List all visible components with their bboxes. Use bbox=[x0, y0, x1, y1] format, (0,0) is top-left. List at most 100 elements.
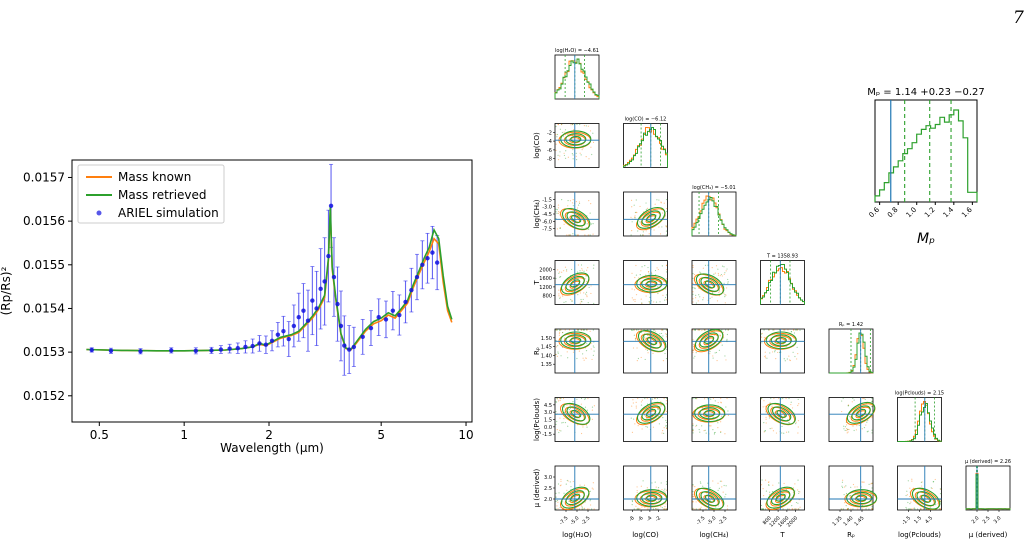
contour-mass-retrieved bbox=[570, 135, 582, 143]
sample-point bbox=[647, 352, 649, 354]
ariel-data-point bbox=[338, 323, 344, 329]
sample-point bbox=[791, 505, 793, 507]
corner-panel-frame bbox=[760, 397, 805, 442]
mass-x-tick-label: 1.0 bbox=[905, 206, 919, 220]
sample-point bbox=[721, 329, 723, 331]
sample-point bbox=[575, 200, 577, 203]
sample-point bbox=[709, 297, 711, 299]
sample-point bbox=[635, 199, 637, 201]
sample-point bbox=[654, 203, 656, 205]
sample-point bbox=[724, 433, 726, 435]
mass-x-tick-label: 1.4 bbox=[942, 205, 956, 219]
sample-point bbox=[692, 339, 694, 341]
sample-point bbox=[905, 506, 907, 509]
sample-point bbox=[571, 153, 573, 155]
sample-point bbox=[580, 329, 582, 331]
sample-point bbox=[559, 128, 561, 130]
sample-point bbox=[693, 349, 695, 351]
sample-point bbox=[555, 211, 557, 213]
sample-point bbox=[657, 268, 659, 271]
sample-point bbox=[555, 134, 557, 136]
sample-point bbox=[703, 430, 705, 432]
sample-point bbox=[557, 204, 560, 206]
ariel-data-point bbox=[314, 306, 319, 311]
sample-point bbox=[853, 399, 855, 401]
sample-point bbox=[641, 428, 643, 430]
sample-point bbox=[636, 490, 638, 492]
sample-point bbox=[563, 492, 565, 494]
sample-point bbox=[634, 338, 637, 340]
diagonal-title: log(CH₄) = −5.01 bbox=[692, 185, 735, 191]
sample-point bbox=[664, 299, 666, 301]
sample-point bbox=[558, 289, 560, 291]
sample-point bbox=[939, 508, 941, 510]
sample-point bbox=[631, 329, 633, 331]
sample-point bbox=[588, 200, 590, 202]
corner-contour-panel bbox=[623, 328, 668, 374]
sample-point bbox=[720, 431, 722, 433]
sample-point bbox=[723, 273, 725, 275]
corner-contour-panel: -7.5 -5.0 -2.5 log(CH₄) bbox=[691, 465, 737, 539]
sample-point bbox=[762, 487, 764, 490]
sample-point bbox=[725, 270, 727, 272]
sample-point bbox=[643, 336, 646, 338]
sample-point bbox=[764, 430, 766, 432]
sample-point bbox=[665, 425, 667, 427]
sample-point bbox=[581, 268, 583, 270]
sample-point bbox=[775, 358, 777, 360]
sample-point bbox=[862, 397, 864, 400]
sample-point bbox=[724, 294, 726, 296]
sample-point bbox=[576, 123, 578, 126]
sample-point bbox=[705, 508, 707, 510]
sample-point bbox=[871, 417, 873, 419]
sample-point bbox=[710, 425, 712, 427]
sample-point bbox=[578, 350, 581, 352]
contour-mass-retrieved bbox=[700, 491, 720, 507]
sample-point bbox=[584, 398, 586, 401]
sample-point bbox=[657, 408, 659, 410]
sample-point bbox=[575, 152, 577, 154]
sample-point bbox=[694, 355, 696, 357]
histogram-mass-retrieved bbox=[897, 403, 942, 442]
sample-point bbox=[660, 482, 662, 484]
sample-point bbox=[847, 508, 849, 510]
sample-point bbox=[790, 330, 793, 333]
sample-point bbox=[720, 342, 722, 344]
sample-point bbox=[564, 421, 567, 424]
sample-point bbox=[695, 297, 697, 299]
ariel-data-point bbox=[169, 348, 174, 353]
sample-point bbox=[635, 294, 638, 296]
sample-point bbox=[563, 223, 565, 225]
sample-point bbox=[784, 329, 786, 331]
sample-point bbox=[765, 422, 767, 424]
sample-point bbox=[793, 329, 795, 331]
sample-point bbox=[692, 491, 694, 493]
sample-point bbox=[791, 508, 793, 510]
sample-point bbox=[580, 403, 582, 405]
sample-point bbox=[696, 398, 698, 400]
sample-point bbox=[586, 294, 588, 296]
sample-point bbox=[573, 129, 575, 131]
sample-point bbox=[582, 426, 584, 428]
contour-mass-retrieved bbox=[770, 334, 792, 347]
sample-point bbox=[572, 199, 574, 201]
contour-mass-retrieved bbox=[771, 406, 792, 422]
sample-point bbox=[661, 329, 663, 331]
sample-point bbox=[665, 508, 668, 510]
sample-point bbox=[593, 346, 595, 348]
contour-mass-retrieved bbox=[851, 491, 873, 505]
diagonal-title: log(H₂O) = −4.61 bbox=[555, 48, 599, 54]
sample-point bbox=[857, 508, 859, 510]
corner-x-tick-label: -7.5 bbox=[558, 515, 569, 526]
sample-point bbox=[590, 292, 592, 295]
sample-point bbox=[862, 481, 864, 483]
sample-point bbox=[632, 402, 634, 404]
sample-point bbox=[847, 405, 849, 407]
contour-mass-retrieved bbox=[641, 491, 663, 505]
sample-point bbox=[726, 505, 729, 507]
sample-point bbox=[911, 508, 913, 510]
sample-point bbox=[797, 398, 799, 401]
contour-mass-retrieved bbox=[766, 486, 795, 509]
sample-point bbox=[694, 329, 696, 331]
spectrum-x-tick-label: 2 bbox=[265, 428, 273, 442]
